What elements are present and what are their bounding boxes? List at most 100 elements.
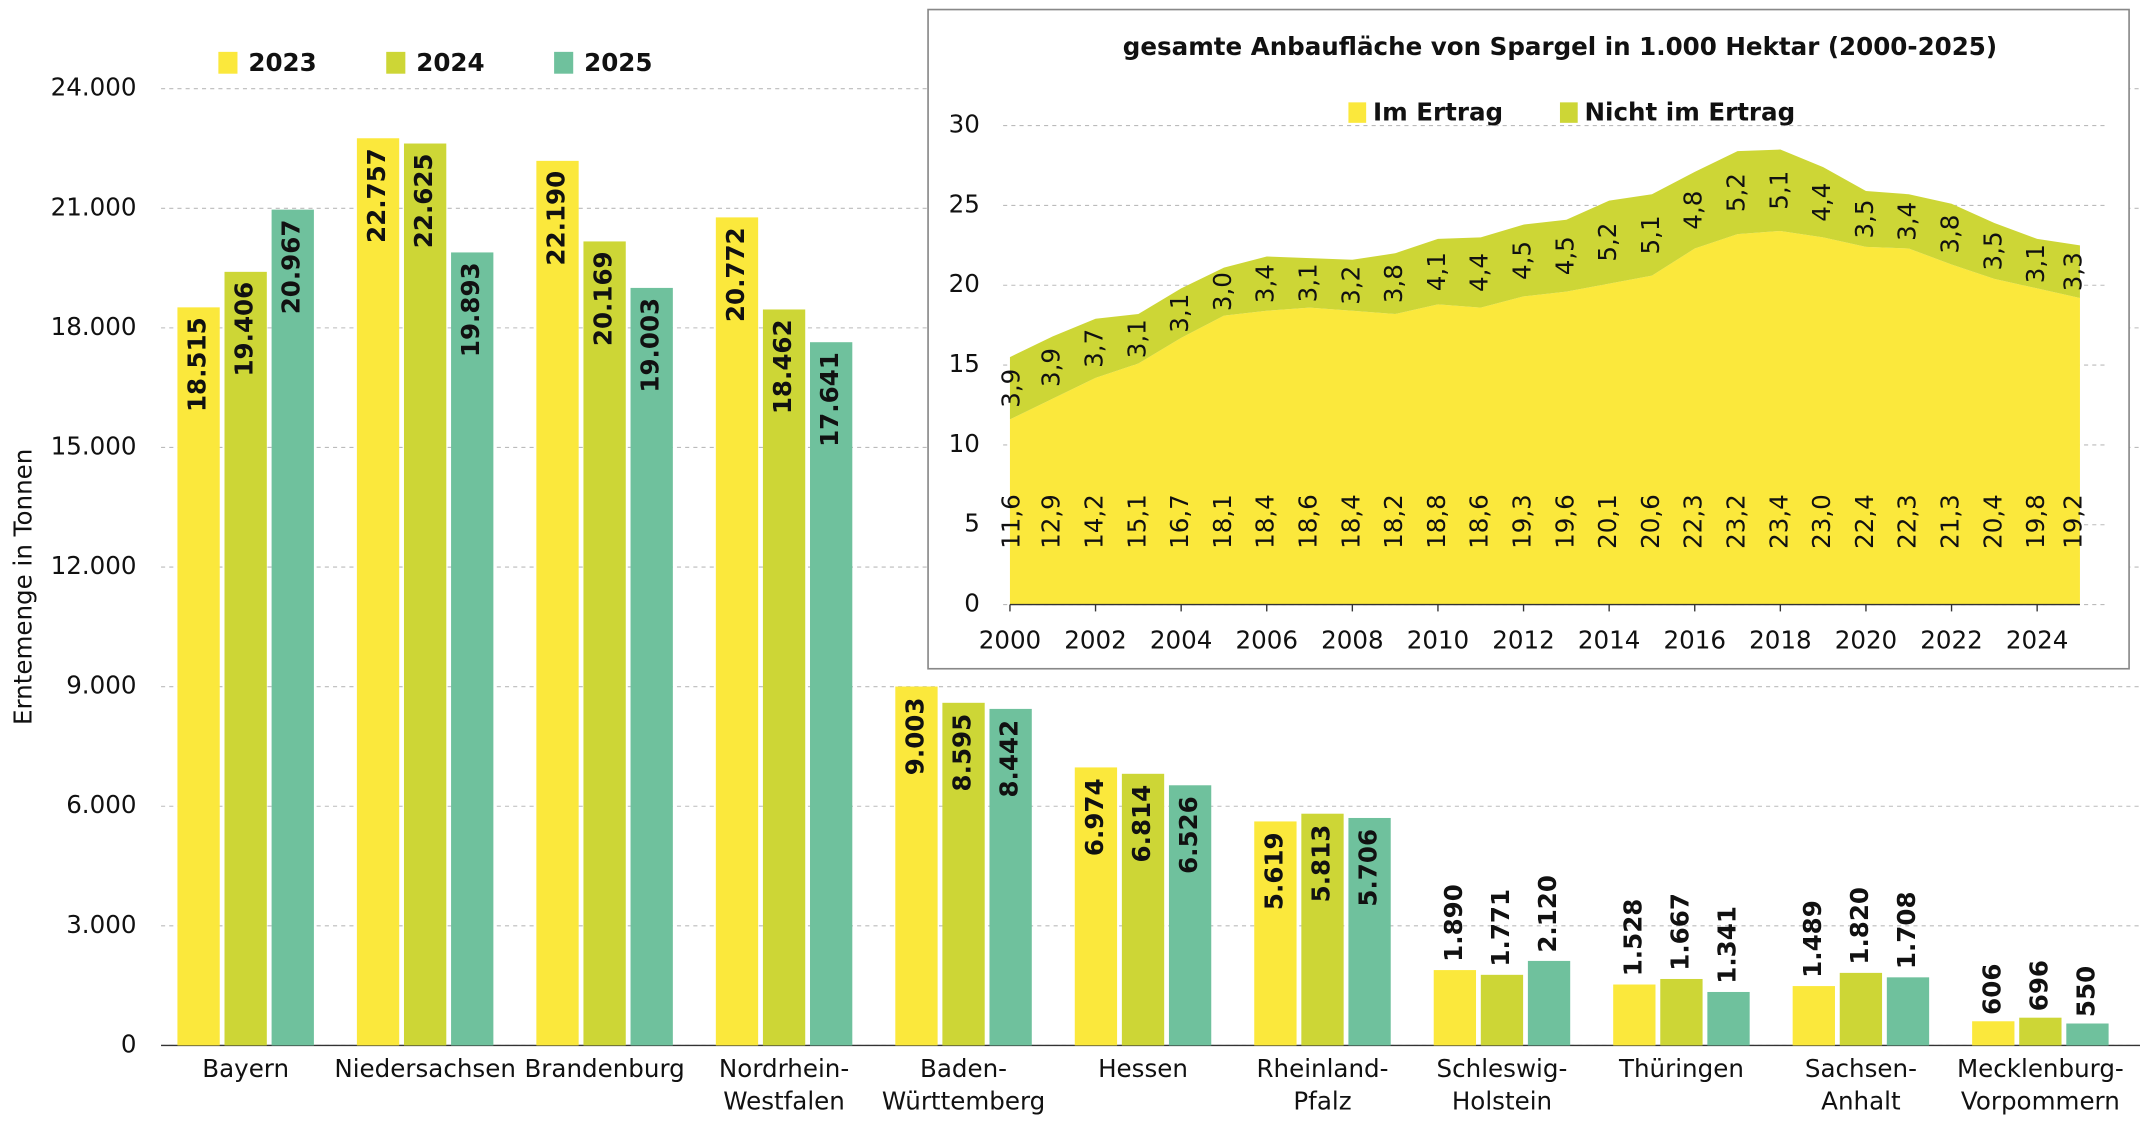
legend-label: 2025: [584, 48, 652, 77]
value-label: 14,2: [1080, 494, 1109, 549]
bar: [271, 209, 314, 1046]
bar: [2066, 1023, 2109, 1046]
value-label: 3,0: [1208, 272, 1237, 311]
value-label: 9.003: [900, 698, 929, 776]
value-label: 12,9: [1037, 494, 1066, 549]
value-label: 3,1: [2021, 244, 2050, 283]
value-label: 19,6: [1550, 494, 1579, 549]
value-label: 18,6: [1294, 494, 1323, 549]
x-tick-label: 2022: [1920, 625, 1982, 654]
legend-label: Nicht im Ertrag: [1585, 97, 1796, 126]
x-tick-label: Mecklenburg- Vorpommern: [1956, 1054, 2124, 1117]
x-tick-label-box: Nordrhein- Westfalen: [719, 1055, 849, 1116]
bar: [1348, 817, 1391, 1046]
x-tick-label-box: Sachsen- Anhalt: [1805, 1055, 1917, 1116]
value-label: 1.890: [1439, 884, 1468, 962]
value-label: 22.190: [542, 171, 571, 266]
x-tick-label: 2020: [1835, 625, 1897, 654]
value-label: 23,0: [1807, 494, 1836, 549]
bar: [895, 686, 938, 1046]
value-label: 19,8: [2021, 494, 2050, 549]
value-label: 3,2: [1336, 266, 1365, 305]
bar: [1707, 991, 1750, 1046]
value-label: 3,7: [1080, 329, 1109, 368]
value-label: 1.820: [1845, 887, 1874, 965]
x-tick-label-box: Rheinland- Pfalz: [1256, 1054, 1389, 1117]
bar: [224, 271, 267, 1046]
bar: [451, 252, 494, 1046]
bar: [583, 241, 626, 1046]
legend-swatch: [1348, 102, 1367, 123]
value-label: 20.967: [277, 220, 306, 315]
bar: [2019, 1017, 2062, 1046]
x-tick-label-box: Bayern: [202, 1055, 289, 1084]
x-tick-label: Rheinland- Pfalz: [1256, 1054, 1389, 1117]
y-tick-label: 15.000: [51, 431, 137, 460]
value-label: 18,2: [1379, 494, 1408, 549]
bar: [810, 342, 853, 1046]
value-label: 4,4: [1465, 253, 1494, 292]
bar: [1792, 986, 1835, 1046]
value-label: 5.706: [1354, 829, 1383, 907]
y-tick-label: 24.000: [51, 73, 137, 102]
value-label: 4,8: [1679, 191, 1708, 230]
bar: [1839, 972, 1883, 1046]
legend-swatch: [554, 51, 574, 74]
y-tick-label: 25: [949, 189, 980, 218]
x-tick-label: 2014: [1578, 625, 1640, 654]
value-label: 3,5: [1850, 199, 1879, 238]
x-tick-label-box: Baden- Württemberg: [881, 1054, 1046, 1117]
y-tick-label: 30: [949, 110, 980, 139]
y-tick-label: 20: [949, 269, 980, 298]
value-label: 18,8: [1422, 494, 1451, 549]
x-tick-label-box: Schleswig- Holstein: [1436, 1054, 1568, 1117]
x-tick-label: 2016: [1664, 625, 1726, 654]
y-tick-label: 9.000: [66, 671, 136, 700]
value-label: 606: [1977, 964, 2006, 1015]
value-label: 5.619: [1259, 832, 1288, 910]
x-tick-label: Schleswig- Holstein: [1436, 1054, 1568, 1117]
value-label: 3,1: [1122, 319, 1151, 358]
value-label: 4,5: [1550, 236, 1579, 275]
y-tick-label: 12.000: [51, 551, 137, 580]
value-label: 20,4: [1978, 494, 2007, 549]
y-tick-label: 3.000: [66, 910, 136, 939]
bar: [942, 702, 985, 1046]
value-label: 22,3: [1893, 494, 1922, 549]
value-label: 22.625: [409, 153, 438, 248]
x-tick-label: 2004: [1150, 625, 1212, 654]
legend-swatch: [386, 51, 406, 74]
value-label: 6.526: [1174, 796, 1203, 874]
value-label: 1.771: [1486, 889, 1515, 967]
value-label: 18.462: [768, 319, 797, 414]
bar: [989, 708, 1032, 1046]
bar: [1433, 970, 1477, 1046]
value-label: 19.893: [456, 262, 485, 357]
x-tick-label: 2024: [2006, 625, 2068, 654]
legend-label: Im Ertrag: [1373, 97, 1503, 126]
value-label: 1.489: [1798, 900, 1827, 978]
value-label: 4,5: [1508, 241, 1537, 280]
x-tick-label: Brandenburg: [524, 1054, 685, 1084]
value-label: 18,1: [1208, 494, 1237, 549]
y-tick-label: 10: [949, 429, 980, 458]
x-tick-label-box: Mecklenburg- Vorpommern: [1956, 1054, 2124, 1117]
value-label: 18.515: [183, 317, 212, 412]
bar: [630, 287, 673, 1046]
value-label: 1.667: [1665, 893, 1694, 971]
value-label: 3,1: [1294, 263, 1323, 302]
value-label: 11,6: [997, 494, 1026, 549]
bar: [1886, 977, 1930, 1046]
value-label: 20,6: [1636, 494, 1665, 549]
value-label: 3,1: [1165, 294, 1194, 333]
y-tick-label: 0: [964, 589, 980, 618]
bar: [403, 143, 447, 1046]
value-label: 4,1: [1422, 252, 1451, 291]
x-tick-label: 2018: [1749, 625, 1811, 654]
x-tick-label: Baden- Württemberg: [881, 1054, 1046, 1117]
value-label: 23,4: [1764, 494, 1793, 549]
value-label: 3,4: [1251, 264, 1280, 303]
x-tick-label-box: Brandenburg: [524, 1054, 685, 1084]
value-label: 1.341: [1713, 906, 1742, 984]
